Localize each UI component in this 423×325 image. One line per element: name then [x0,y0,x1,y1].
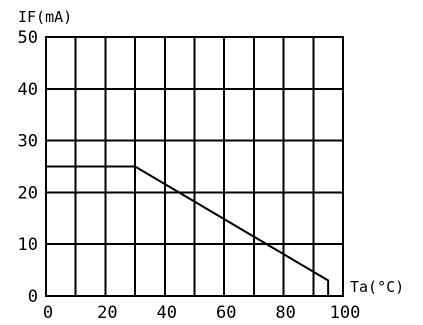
x-tick-label: 80 [275,303,295,323]
y-tick-label: 10 [18,235,38,255]
y-tick-label: 50 [18,28,38,48]
grid-layer [46,37,343,296]
derating-curve [46,165,330,296]
curve-layer [46,165,330,296]
y-tick-label: 20 [18,183,38,203]
x-tick-label: 0 [43,303,53,323]
y-tick-labels: 0 10 20 30 40 50 [18,28,38,307]
y-tick-label: 40 [18,80,38,100]
x-tick-label: 60 [216,303,236,323]
x-axis-label: Ta(°C) [350,278,404,296]
x-tick-label: 100 [330,303,361,323]
x-tick-label: 20 [97,303,117,323]
x-tick-label: 40 [157,303,177,323]
y-tick-label: 0 [28,287,38,307]
x-tick-labels: 0 20 40 60 80 100 [43,303,360,323]
y-axis-label: IF(mA) [18,8,72,26]
y-tick-label: 30 [18,132,38,152]
